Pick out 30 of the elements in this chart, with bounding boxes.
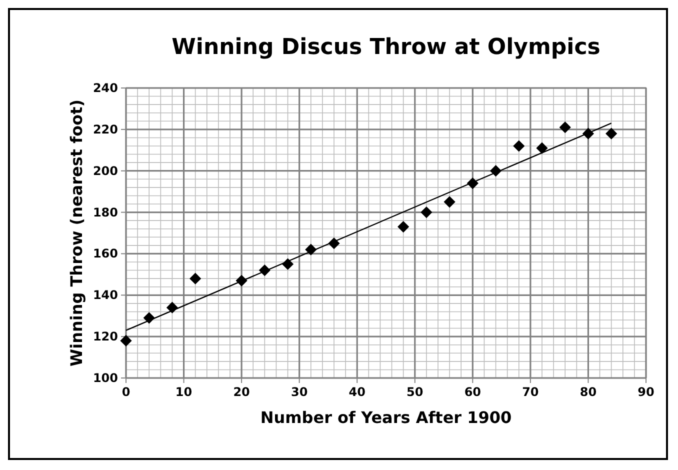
x-tick-label: 20 xyxy=(233,385,250,399)
point xyxy=(536,142,548,154)
x-tick-label: 70 xyxy=(522,385,539,399)
point xyxy=(420,206,432,218)
y-tick-label: 200 xyxy=(92,164,118,178)
x-tick-label: 10 xyxy=(175,385,192,399)
y-tick-label: 160 xyxy=(92,246,118,261)
y-axis-title: Winning Throw (nearest foot) xyxy=(67,99,86,367)
x-tick-label: 40 xyxy=(348,385,366,399)
x-tick-label: 0 xyxy=(122,385,130,399)
y-tick-label: 120 xyxy=(92,330,118,344)
x-tick-label: 80 xyxy=(580,385,597,399)
point xyxy=(444,196,456,208)
point xyxy=(559,122,571,134)
x-tick-label: 30 xyxy=(290,385,308,399)
x-tick-label: 60 xyxy=(464,385,482,399)
x-tick-label: 90 xyxy=(638,385,654,399)
point xyxy=(606,128,618,140)
point xyxy=(190,272,202,284)
y-tick-label: 180 xyxy=(92,205,118,220)
y-tick-label: 220 xyxy=(92,122,118,136)
x-tick-label: 50 xyxy=(406,385,424,399)
point xyxy=(120,334,132,347)
y-tick-label: 240 xyxy=(92,81,118,95)
chart-title: Winning Discus Throw at Olympics xyxy=(172,35,600,60)
y-tick-label: 100 xyxy=(92,371,118,385)
y-tick-label: 140 xyxy=(92,288,118,302)
point xyxy=(398,220,410,233)
point xyxy=(513,140,525,152)
x-axis-title: Number of Years After 1900 xyxy=(260,408,512,427)
